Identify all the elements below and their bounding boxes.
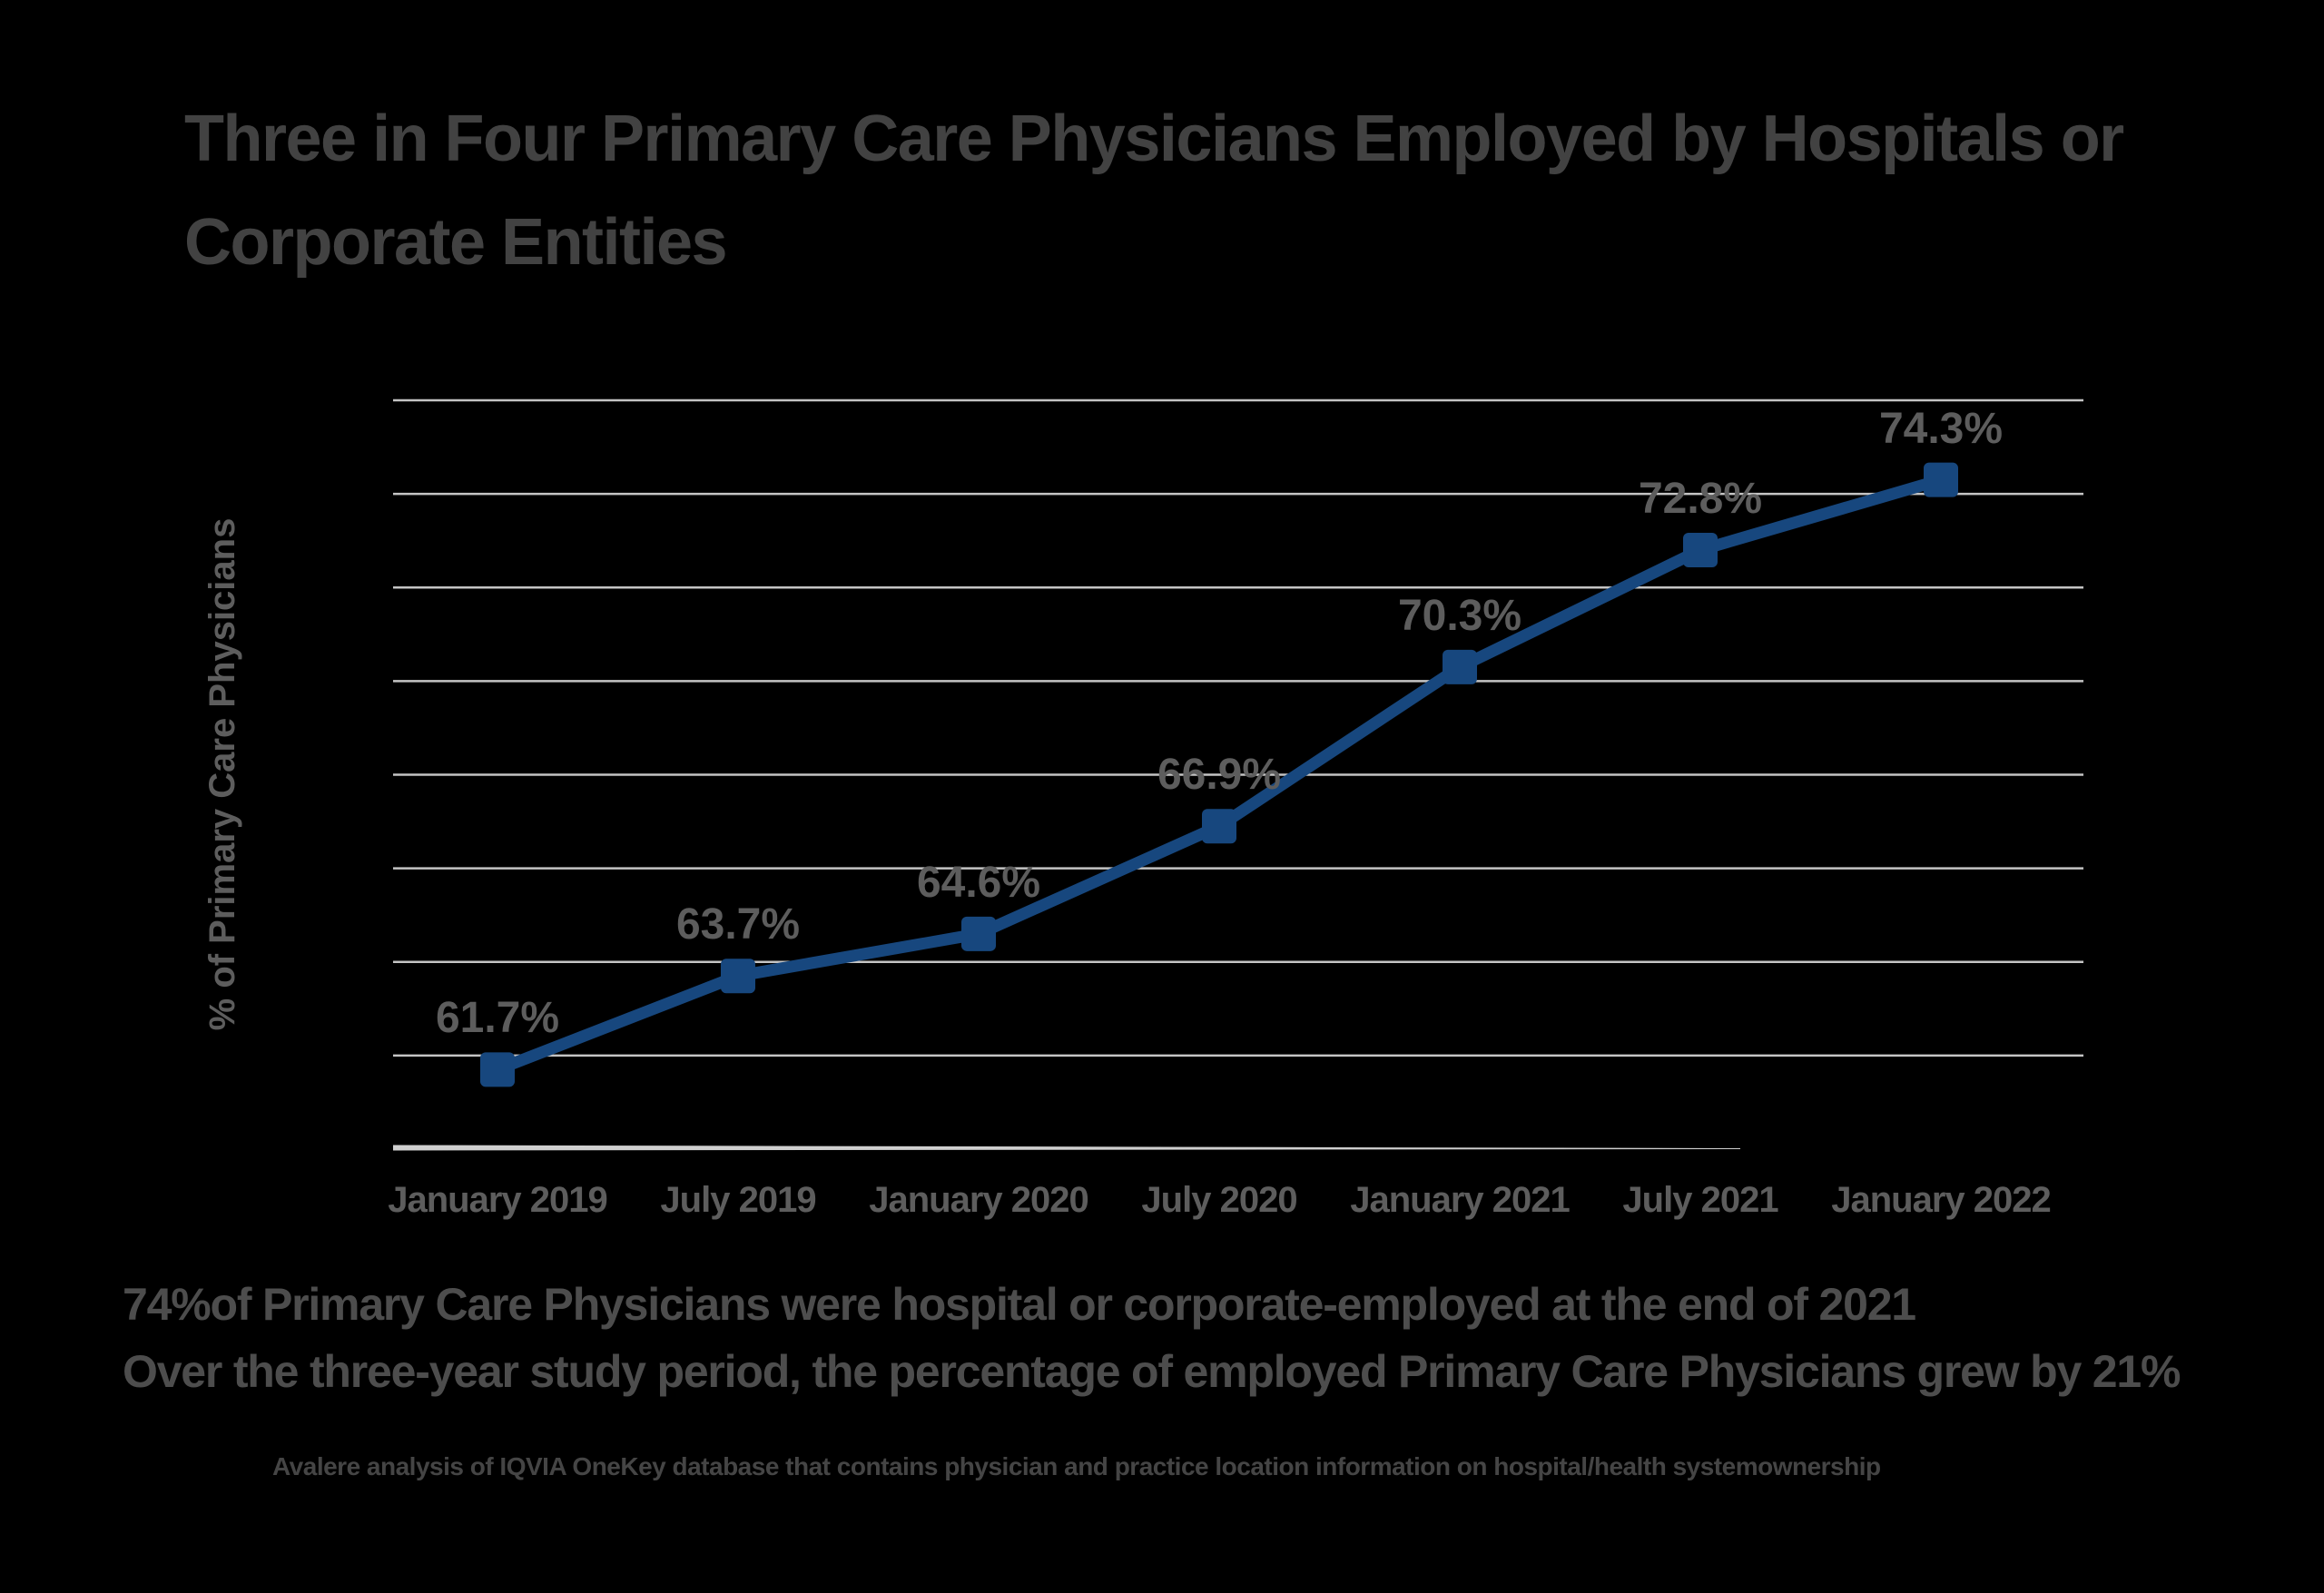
x-axis-line <box>393 1145 1740 1151</box>
chart-title: Three in Four Primary Care Physicians Em… <box>184 87 2124 294</box>
data-point-marker <box>961 916 996 951</box>
source-note: Avalere analysis of IQVIA OneKey databas… <box>272 1452 1881 1480</box>
x-axis-tick-label: July 2020 <box>1141 1180 1297 1220</box>
data-point-marker <box>1924 462 1958 497</box>
x-axis-tick-label: July 2021 <box>1622 1180 1778 1220</box>
x-axis-tick-label: January 2020 <box>869 1180 1089 1220</box>
chart-title-line1: Three in Four Primary Care Physicians Em… <box>184 103 2124 175</box>
x-axis-tick-label: January 2022 <box>1831 1180 2052 1220</box>
x-axis-tick-label: July 2019 <box>660 1180 816 1220</box>
data-point-marker <box>1202 809 1236 844</box>
data-point-label: 70.3% <box>1397 591 1522 640</box>
data-point-marker <box>721 959 755 994</box>
takeaway-line-1: 74%of Primary Care Physicians were hospi… <box>123 1279 1916 1330</box>
chart-title-line2: Corporate Entities <box>184 206 728 279</box>
x-axis-tick-label: January 2019 <box>388 1180 608 1220</box>
data-point-label: 72.8% <box>1638 475 1763 523</box>
data-point-label: 63.7% <box>675 900 801 949</box>
data-point-marker <box>480 1052 515 1087</box>
data-point-label: 64.6% <box>916 858 1041 907</box>
data-point-marker <box>1683 533 1718 567</box>
data-point-label: 66.9% <box>1157 751 1282 800</box>
data-point-label: 74.3% <box>1878 404 2004 453</box>
data-point-marker <box>1443 649 1477 684</box>
x-axis-tick-label: January 2021 <box>1350 1180 1571 1220</box>
takeaway-line-2: Over the three-year study period, the pe… <box>123 1346 2181 1397</box>
data-point-label: 61.7% <box>435 994 560 1043</box>
